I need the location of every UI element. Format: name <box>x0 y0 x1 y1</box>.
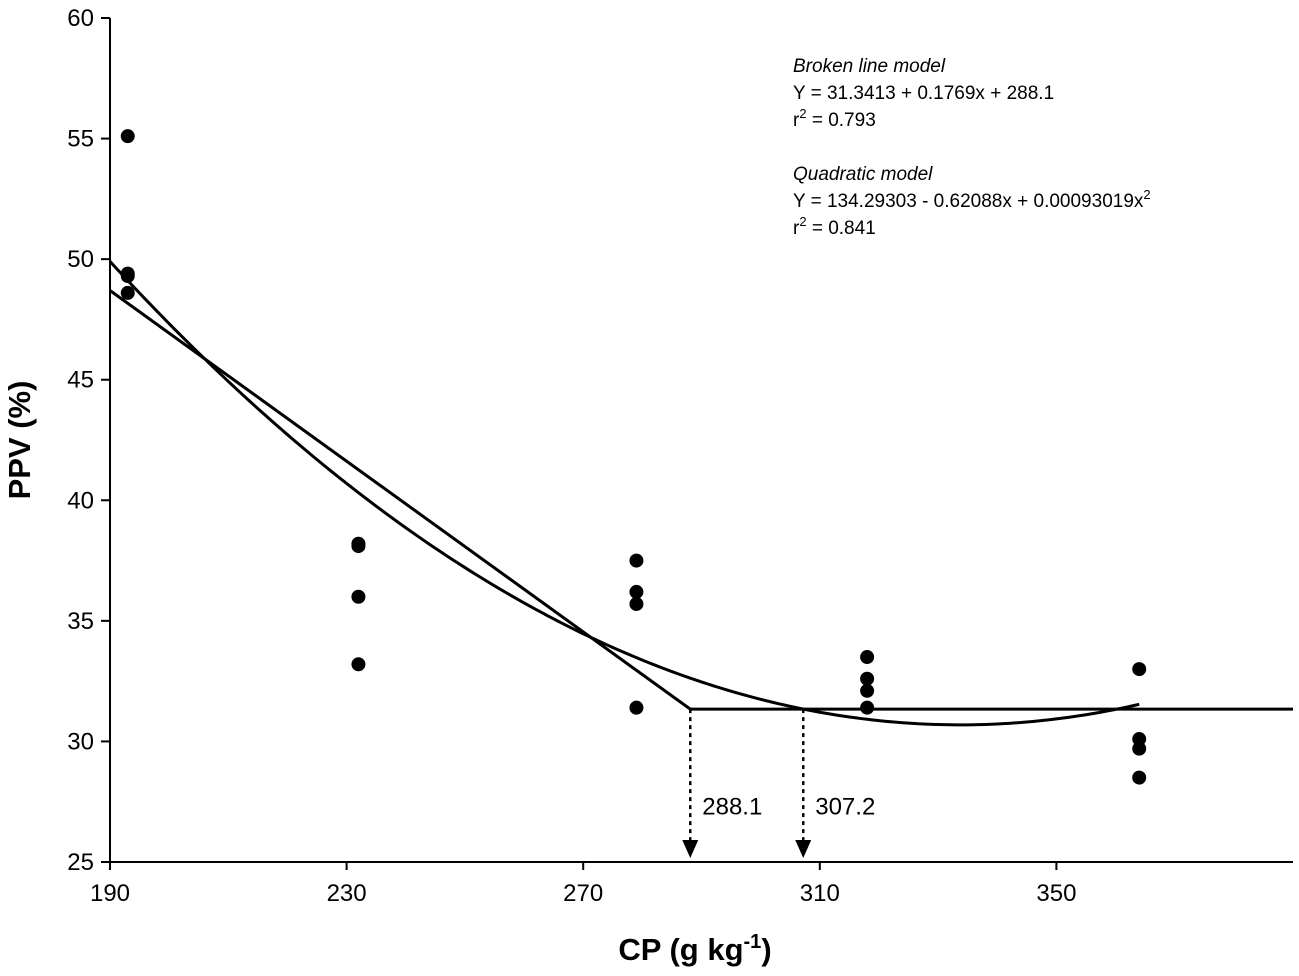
data-point <box>629 700 644 715</box>
x-tick-label: 270 <box>563 880 603 907</box>
y-tick-label: 60 <box>67 5 94 32</box>
data-point <box>120 285 135 300</box>
marker-label: 288.1 <box>702 794 762 821</box>
data-point <box>351 539 366 554</box>
y-tick-label: 25 <box>67 849 94 876</box>
quadratic-model-r2: r2 = 0.841 <box>793 214 876 239</box>
data-point <box>351 657 366 672</box>
x-ticks: 190 230 270 310 350 <box>90 862 1076 907</box>
data-point <box>860 683 875 698</box>
data-point <box>629 553 644 568</box>
broken-model-equation: Y = 31.3413 + 0.1769x + 288.1 <box>793 83 1054 104</box>
data-point <box>860 650 875 665</box>
data-point <box>120 269 135 284</box>
data-point <box>1132 770 1147 785</box>
broken-model-title: Broken line model <box>793 56 946 77</box>
broken-model-r2: r2 = 0.793 <box>793 106 876 131</box>
data-point <box>629 596 644 611</box>
data-point <box>1132 732 1147 747</box>
marker-arrowhead <box>795 840 812 858</box>
y-tick-label: 30 <box>67 728 94 755</box>
points-layer <box>120 129 1147 785</box>
y-tick-label: 45 <box>67 367 94 394</box>
marker-label: 307.2 <box>815 794 875 821</box>
data-point <box>860 671 875 686</box>
data-point <box>860 700 875 715</box>
marker-layer: 288.1 307.2 <box>682 709 875 858</box>
y-tick-label: 55 <box>67 126 94 153</box>
quadratic-model-title: Quadratic model <box>793 164 933 185</box>
x-axis-title: CP (g kg-1) <box>618 931 771 967</box>
broken-line-series <box>109 289 1293 711</box>
quadratic-model-equation: Y = 134.29303 - 0.62088x + 0.00093019x2 <box>793 187 1151 212</box>
x-tick-label: 230 <box>327 880 367 907</box>
y-tick-label: 50 <box>67 246 94 273</box>
y-ticks: 25 30 35 40 45 50 55 60 <box>67 5 110 876</box>
data-point <box>120 129 135 144</box>
x-tick-label: 310 <box>800 880 840 907</box>
y-tick-label: 35 <box>67 608 94 635</box>
data-point <box>1132 741 1147 756</box>
broken-line-annotation: Broken line model Y = 31.3413 + 0.1769x … <box>793 56 1054 131</box>
y-tick-label: 40 <box>67 487 94 514</box>
series-layer <box>108 260 1293 727</box>
quadratic-series <box>108 260 1140 727</box>
plot-area: 190 230 270 310 350 25 30 35 40 45 50 55 60 288.1 30… <box>67 5 1293 907</box>
marker-arrowhead <box>682 840 699 858</box>
x-tick-label: 190 <box>90 880 130 907</box>
data-point <box>351 589 366 604</box>
data-point <box>1132 662 1147 677</box>
x-tick-label: 350 <box>1036 880 1076 907</box>
y-axis-title: PPV (%) <box>2 381 37 500</box>
quadratic-annotation: Quadratic model Y = 134.29303 - 0.62088x… <box>793 164 1151 239</box>
data-point <box>629 584 644 599</box>
